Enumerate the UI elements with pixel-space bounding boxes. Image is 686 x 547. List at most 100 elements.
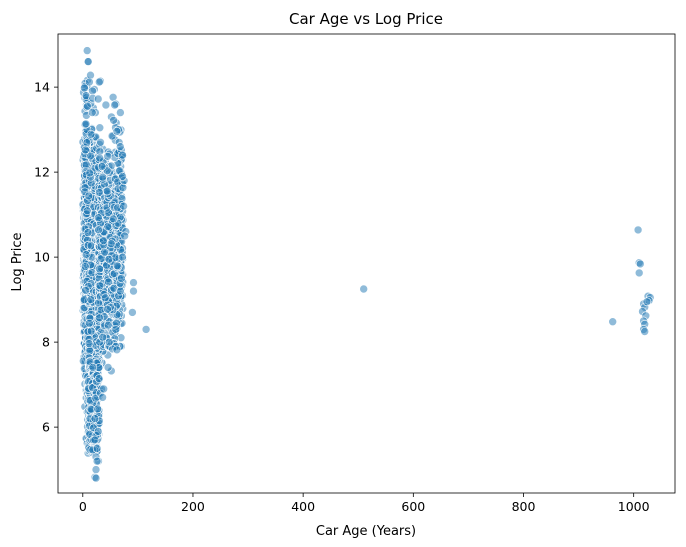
plot-frame: [57, 33, 676, 494]
data-point: [94, 298, 103, 308]
data-point: [97, 162, 107, 171]
data-point: [90, 435, 100, 445]
data-point: [120, 231, 129, 241]
data-point: [119, 201, 128, 211]
data-point: [95, 188, 104, 197]
data-point: [129, 286, 138, 296]
data-point: [84, 57, 93, 66]
data-point: [82, 46, 92, 55]
y-axis-label: Log Price: [10, 232, 25, 291]
data-point: [110, 100, 119, 110]
data-point: [95, 281, 105, 291]
y-tick-label: 8: [42, 335, 50, 350]
data-point: [98, 172, 107, 182]
data-point: [85, 318, 94, 328]
data-point: [104, 254, 114, 264]
data-point: [103, 363, 113, 372]
data-point: [116, 108, 125, 117]
x-tick-label: 1000: [618, 499, 650, 514]
data-point: [111, 325, 121, 334]
data-point: [118, 172, 127, 181]
data-point: [103, 304, 112, 314]
y-tick-label: 12: [34, 165, 50, 180]
data-point: [112, 345, 122, 355]
y-axis-ticks: 6 8 10 12 14: [34, 80, 58, 435]
data-point: [101, 100, 111, 110]
data-point: [91, 465, 101, 474]
plot-area: [57, 33, 676, 494]
data-point: [103, 222, 113, 231]
x-tick-label: 600: [401, 499, 425, 514]
data-point: [642, 297, 652, 307]
data-point: [109, 116, 118, 125]
data-point: [95, 153, 104, 163]
y-tick-label: 10: [34, 250, 50, 265]
data-point: [88, 363, 98, 372]
data-point: [82, 138, 92, 147]
x-tick-label: 200: [181, 499, 205, 514]
data-point: [81, 119, 91, 129]
data-point: [112, 127, 122, 136]
data-point: [84, 339, 94, 348]
data-point: [81, 286, 90, 295]
data-point: [104, 208, 113, 218]
data-point: [106, 239, 116, 248]
data-point: [128, 308, 137, 317]
data-point: [103, 152, 112, 161]
data-point: [100, 247, 109, 257]
data-point: [96, 138, 105, 147]
data-point: [141, 325, 151, 334]
data-point: [118, 150, 127, 160]
x-axis-label: Car Age (Years): [316, 524, 416, 539]
data-point: [635, 259, 645, 269]
data-point: [91, 473, 101, 483]
data-point: [117, 274, 126, 283]
data-point: [101, 293, 110, 303]
x-tick-label: 800: [512, 499, 536, 514]
data-point: [99, 236, 108, 245]
data-point: [86, 241, 96, 251]
data-point: [94, 225, 103, 234]
data-point: [88, 108, 97, 117]
data-point: [83, 206, 92, 215]
data-point: [95, 313, 104, 323]
data-point: [93, 427, 103, 436]
data-point: [104, 337, 114, 347]
data-point: [84, 191, 94, 201]
data-point: [608, 317, 618, 327]
data-point: [94, 213, 103, 222]
data-point: [86, 295, 96, 304]
data-points: [78, 46, 655, 483]
data-point: [81, 250, 91, 259]
data-point: [86, 326, 96, 336]
data-point: [92, 456, 102, 466]
data-point: [98, 332, 108, 342]
x-tick-label: 0: [79, 499, 87, 514]
data-point: [80, 83, 89, 93]
y-tick-label: 6: [42, 420, 50, 435]
data-point: [81, 145, 90, 155]
data-point: [103, 186, 112, 196]
data-point: [90, 414, 100, 423]
data-point: [95, 77, 104, 87]
data-point: [85, 77, 94, 87]
data-point: [83, 228, 93, 237]
data-point: [86, 130, 96, 139]
data-point: [640, 327, 650, 336]
data-point: [94, 374, 104, 383]
data-point: [86, 151, 95, 161]
data-point: [103, 320, 113, 330]
y-tick-label: 14: [34, 80, 50, 95]
data-point: [634, 268, 644, 278]
data-point: [98, 393, 107, 402]
data-point: [118, 252, 127, 262]
data-point: [112, 261, 122, 271]
data-point: [85, 168, 95, 178]
data-point: [99, 384, 108, 394]
chart-title: Car Age vs Log Price: [289, 10, 443, 28]
data-point: [129, 278, 138, 287]
data-point: [83, 101, 92, 111]
data-point: [116, 142, 125, 151]
data-point: [81, 262, 90, 271]
data-point: [116, 286, 125, 296]
